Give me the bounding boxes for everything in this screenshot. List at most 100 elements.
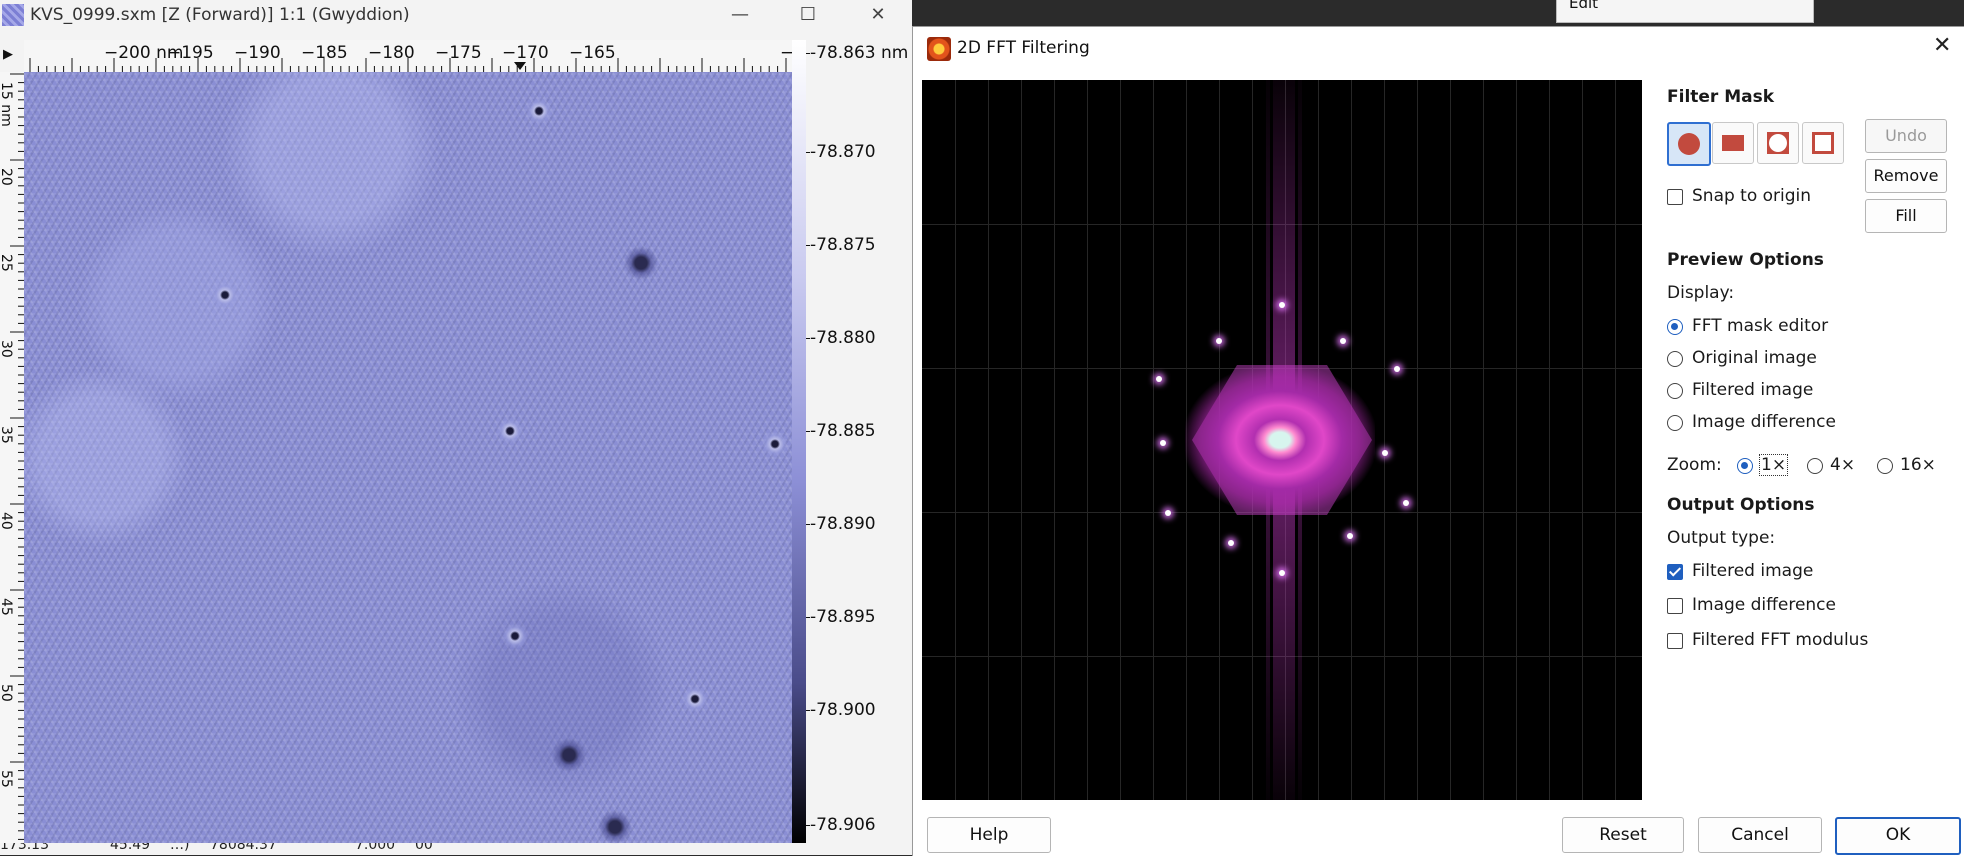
- colorbar-label: -78.870: [806, 142, 876, 162]
- horizontal-ruler-ticks: [29, 58, 787, 72]
- hruler-label: −180: [368, 43, 415, 63]
- radio-button[interactable]: [1667, 351, 1683, 367]
- close-button[interactable]: ✕: [870, 4, 886, 25]
- vruler-label: 45: [0, 598, 14, 616]
- radio-button[interactable]: [1667, 383, 1683, 399]
- fft-lattice-line: [1615, 80, 1616, 800]
- fft-lattice-line: [1417, 80, 1418, 800]
- gwyddion-app-icon: [927, 37, 951, 61]
- fft-lattice-line: [1483, 80, 1484, 800]
- fft-peak: [1165, 510, 1171, 516]
- output-option-label: Image difference: [1692, 595, 1836, 615]
- status-value: 173.13: [0, 843, 49, 853]
- fft-lattice-line: [1549, 80, 1550, 800]
- checkbox-box[interactable]: [1667, 598, 1683, 614]
- fft-lattice-line: [1384, 80, 1385, 800]
- checkbox-box[interactable]: [1667, 564, 1683, 580]
- circle-shape-button[interactable]: [1667, 122, 1711, 166]
- hruler-label: −175: [435, 43, 482, 63]
- fft-peak: [1382, 450, 1388, 456]
- colorbar-label: -78.900: [806, 700, 876, 720]
- remove-button[interactable]: Remove: [1865, 159, 1947, 193]
- output-options-heading: Output Options: [1667, 495, 1815, 515]
- fft-peak: [1279, 302, 1285, 308]
- radio-button[interactable]: [1737, 458, 1753, 474]
- ruler-menu-arrow-icon[interactable]: ▶: [3, 47, 13, 62]
- surface-defect: [682, 686, 708, 712]
- zoom-label: Zoom:: [1667, 455, 1722, 475]
- filter-mask-heading: Filter Mask: [1667, 87, 1775, 107]
- reset-button[interactable]: Reset: [1562, 817, 1684, 853]
- vruler-label: 35: [0, 426, 14, 444]
- surface-defect: [624, 246, 658, 280]
- fft-peak: [1160, 440, 1166, 446]
- fft-peak: [1279, 570, 1285, 576]
- inverted-circle-shape-icon: [1767, 132, 1789, 154]
- output-type-label: Output type:: [1667, 528, 1776, 548]
- vertical-ruler-ticks: [10, 73, 24, 849]
- circle-shape-icon: [1678, 133, 1700, 155]
- hruler-label: −195: [167, 43, 214, 63]
- surface-defect: [212, 282, 238, 308]
- inverted-circle-shape-button[interactable]: [1757, 122, 1799, 164]
- ruler-cursor-marker-icon: [514, 62, 526, 70]
- fft-lattice-line: [1153, 80, 1154, 800]
- dialog-close-button[interactable]: ✕: [1933, 33, 1952, 58]
- fft-peak: [1228, 540, 1234, 546]
- hruler-label: −185: [301, 43, 348, 63]
- fft-lattice-line: [1054, 80, 1055, 800]
- vruler-label: 40: [0, 512, 14, 530]
- display-option-label: FFT mask editor: [1692, 316, 1829, 336]
- status-value: …): [170, 843, 190, 853]
- fft-peak: [1156, 376, 1162, 382]
- radio-button[interactable]: [1877, 458, 1893, 474]
- data-window-statusbar: 173.13 45.49 …) 78084.37 7.000 00: [0, 843, 912, 855]
- inverted-rectangle-shape-button[interactable]: [1802, 122, 1844, 164]
- data-window-title: KVS_0999.sxm [Z (Forward)] 1:1 (Gwyddion…: [30, 5, 410, 25]
- fft-mask-editor-canvas[interactable]: [922, 80, 1642, 800]
- surface-defect: [598, 810, 632, 844]
- fill-button[interactable]: Fill: [1865, 199, 1947, 233]
- stm-topography-image[interactable]: [24, 72, 792, 844]
- zoom-option-label: 1×: [1758, 454, 1789, 476]
- surface-defect: [502, 623, 528, 649]
- inverted-rectangle-shape-icon: [1812, 132, 1834, 154]
- checkbox-box[interactable]: [1667, 633, 1683, 649]
- vruler-label: 20: [0, 168, 14, 186]
- surface-defect: [497, 418, 523, 444]
- radio-button[interactable]: [1667, 319, 1683, 335]
- menu-item-edit[interactable]: Edit: [1569, 0, 1599, 12]
- dialog-title: 2D FFT Filtering: [957, 38, 1090, 58]
- rectangle-shape-icon: [1722, 135, 1744, 151]
- colorbar-label: -78.863 nm: [805, 43, 909, 63]
- ok-button[interactable]: OK: [1835, 817, 1961, 855]
- fft-lattice-line: [1120, 80, 1121, 800]
- fft-lattice-line: [955, 80, 956, 800]
- cancel-button[interactable]: Cancel: [1698, 817, 1822, 853]
- data-window-titlebar[interactable]: KVS_0999.sxm [Z (Forward)] 1:1 (Gwyddion…: [0, 0, 912, 30]
- zoom-option-label: 4×: [1830, 455, 1856, 475]
- output-option-label: Filtered FFT modulus: [1692, 630, 1869, 650]
- colorbar-label: -78.890: [806, 514, 876, 534]
- radio-button[interactable]: [1667, 415, 1683, 431]
- maximize-button[interactable]: ☐: [799, 4, 817, 25]
- status-value: 00: [415, 843, 433, 853]
- help-button[interactable]: Help: [927, 817, 1051, 853]
- hruler-label: −165: [569, 43, 616, 63]
- vruler-label: 55: [0, 770, 14, 788]
- radio-button[interactable]: [1807, 458, 1823, 474]
- vruler-label: 50: [0, 684, 14, 702]
- undo-button[interactable]: Undo: [1865, 119, 1947, 153]
- fft-lattice-line: [1450, 80, 1451, 800]
- hruler-label: −: [780, 43, 795, 63]
- checkbox-box[interactable]: [1667, 189, 1683, 205]
- gwyddion-data-icon: [2, 4, 24, 26]
- colorbar-label: -78.895: [806, 607, 876, 627]
- fft-filtering-dialog: 2D FFT Filtering ✕ Filter Mask Undo Remo…: [912, 26, 1964, 856]
- surface-defect: [552, 738, 586, 772]
- false-color-scale-bar: [792, 40, 806, 843]
- rectangle-shape-button[interactable]: [1712, 122, 1754, 164]
- minimize-button[interactable]: —: [731, 4, 749, 25]
- fft-peak: [1216, 338, 1222, 344]
- snap-to-origin-label: Snap to origin: [1692, 186, 1812, 206]
